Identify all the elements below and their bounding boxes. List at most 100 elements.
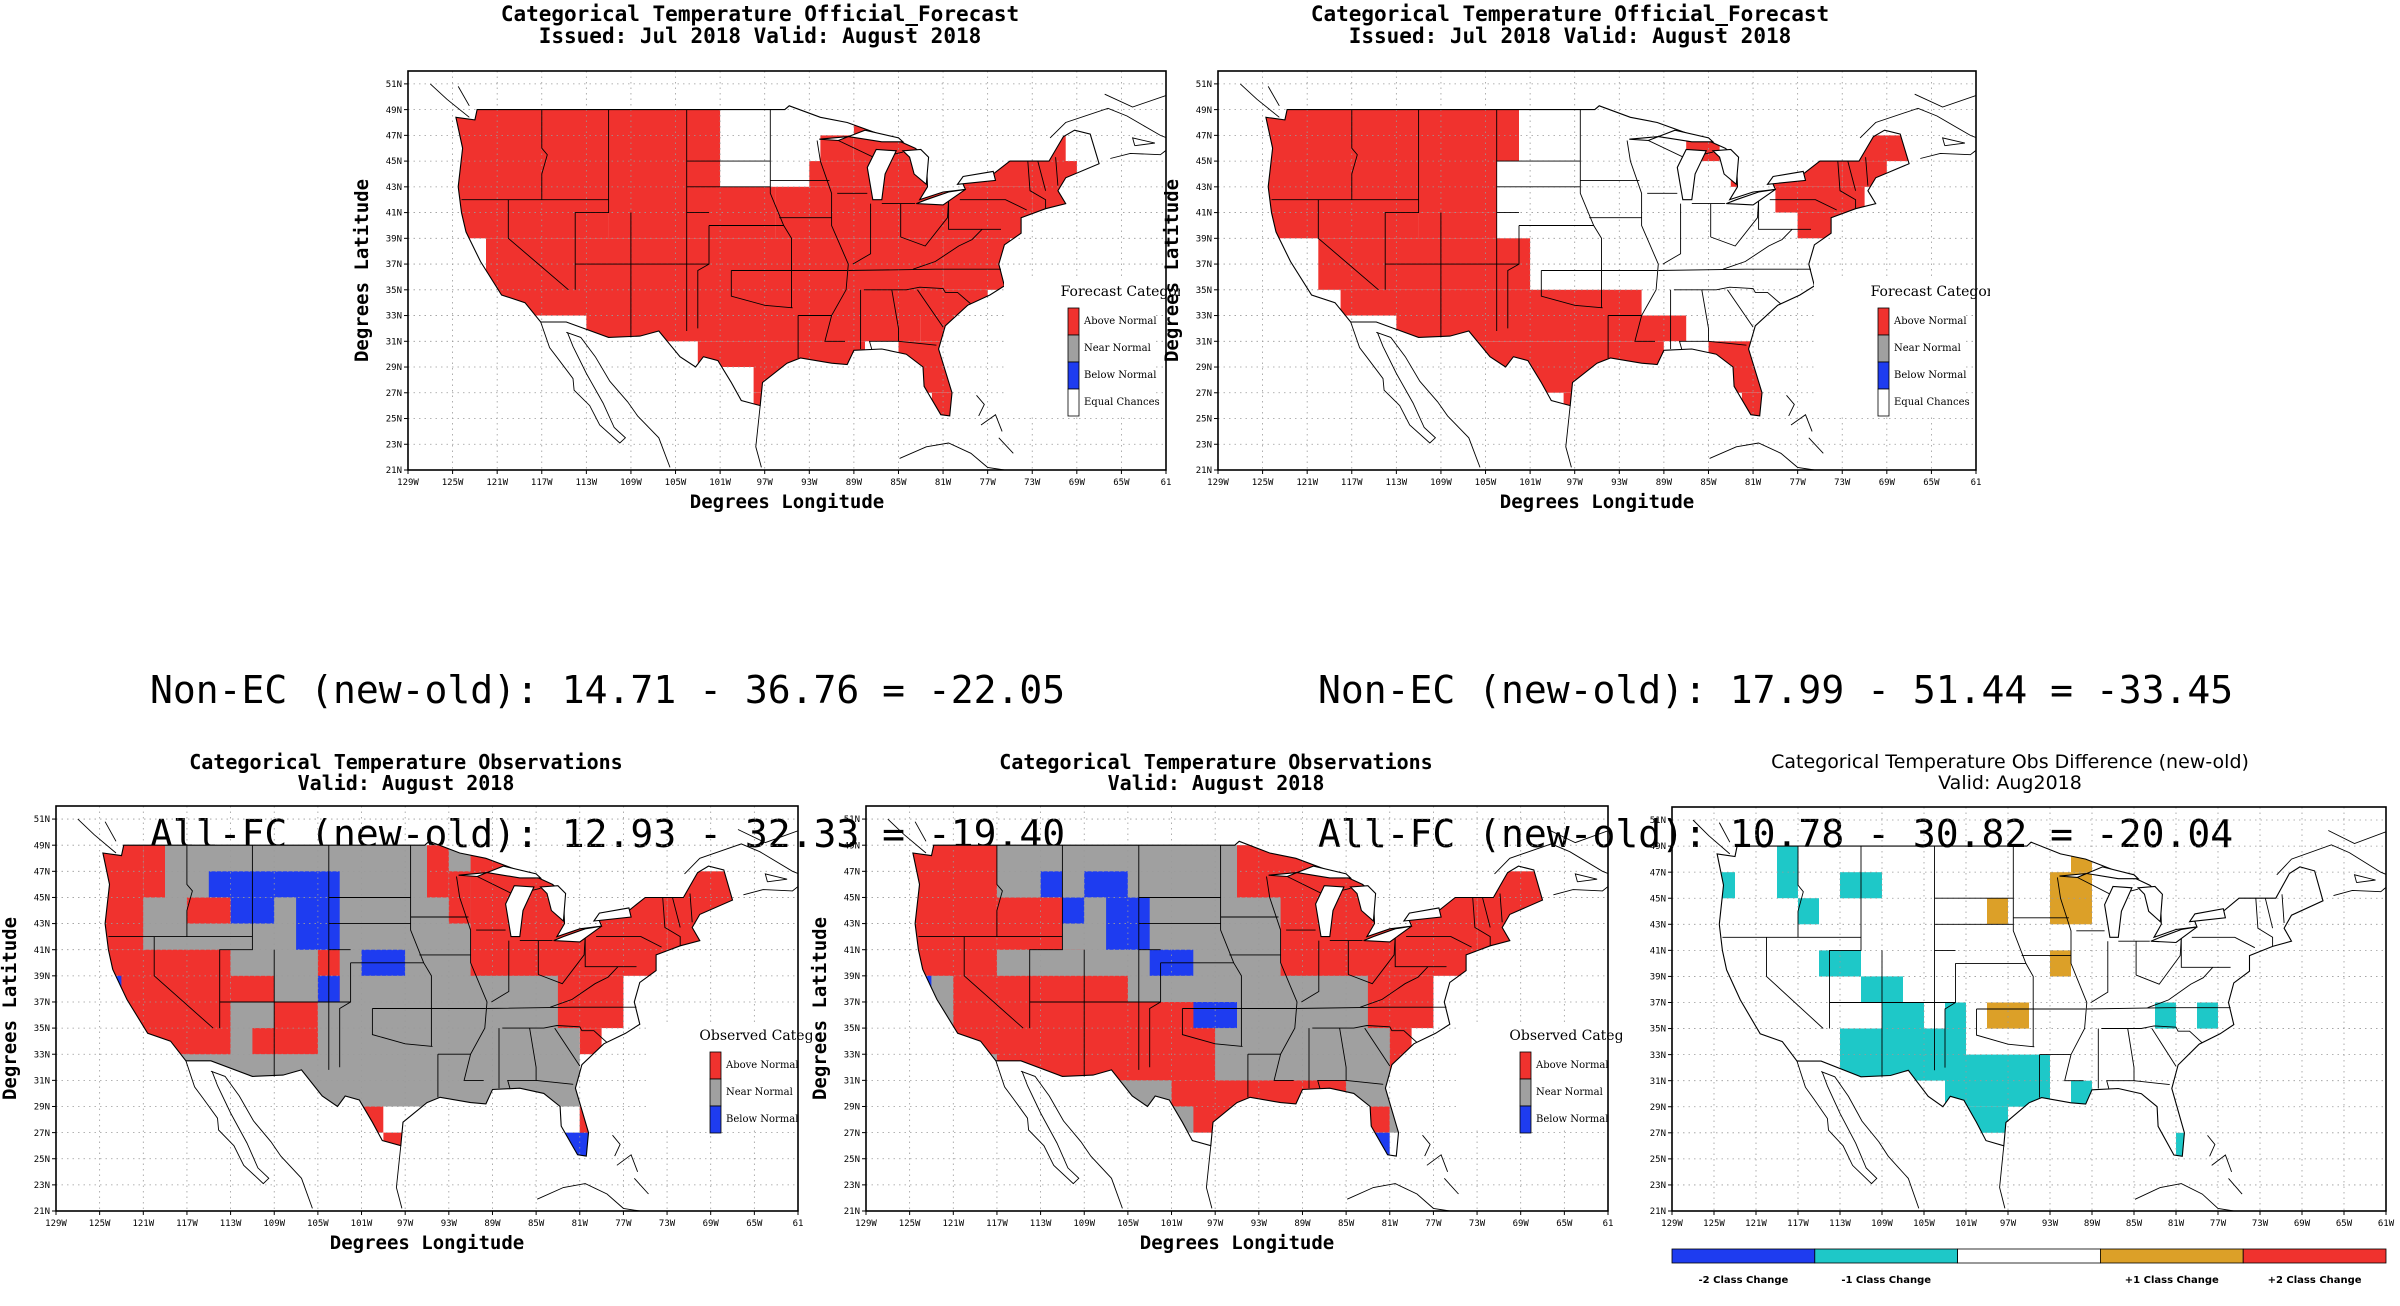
lat-tick-label: 39N [386, 234, 402, 244]
state-border [1029, 845, 1063, 1029]
state-border [1710, 199, 1760, 247]
legend-swatch [1067, 361, 1080, 390]
lon-tick-label: 113W [1386, 478, 1408, 488]
state-border [186, 845, 193, 937]
colorbar-segment [1671, 1248, 1816, 1264]
great-lake [1349, 885, 1377, 923]
lat-tick-label: 49N [386, 106, 402, 116]
coastline [1709, 442, 1815, 470]
coastline [1565, 405, 1572, 468]
lat-tick-label: 23N [386, 440, 402, 450]
great-lake [866, 148, 898, 201]
lat-tick-label: 29N [844, 1103, 860, 1113]
legend-label: Above Normal [725, 1060, 799, 1071]
state-border [1266, 876, 1298, 1081]
state-border [1472, 897, 1491, 946]
lon-tick-label: 77W [980, 478, 997, 488]
legend-swatch [1877, 361, 1890, 390]
lon-tick-label: 93W [1611, 478, 1628, 488]
lon-tick-label: 61 [1161, 478, 1172, 488]
grid-cell [361, 1106, 384, 1133]
grid-cell [427, 845, 449, 898]
legend-swatch [1067, 388, 1080, 417]
stats-right: Non-EC (new-old): 17.99 - 51.44 = -33.45… [1318, 570, 2233, 906]
great-lake [2059, 866, 2140, 880]
lon-tick-label: 121W [486, 478, 508, 488]
difference-title-line2: Valid: Aug2018 [1938, 772, 2082, 794]
lon-tick-label: 73W [2252, 1219, 2269, 1229]
lon-tick-label: 89W [846, 478, 863, 488]
lon-tick-label: 81W [572, 1219, 589, 1229]
grid-cell [1032, 161, 1077, 213]
map-frame [1217, 70, 1977, 471]
grid-cell [1396, 315, 1687, 342]
lat-tick-label: 39N [1196, 234, 1212, 244]
lat-tick-label: 41N [386, 209, 402, 219]
difference-map-panel: Categorical Temperature Obs Difference (… [1620, 752, 2400, 1292]
lon-tick-label: 129W [45, 1219, 67, 1229]
lat-tick-label: 23N [844, 1181, 860, 1191]
coastline [1347, 1183, 1450, 1211]
difference-map: 129W 125W 121W 117W 113W 109W 105W 101W 97W 93W 89… [1650, 806, 2395, 1286]
forecast-map-panel-new: Categorical Temperature Official_Forecas… [1150, 4, 1990, 524]
state-border [1658, 268, 1811, 271]
forecast-map-old: 129W 125W 121W 117W 113W 109W 105W 101W 97W 93W 89… [351, 70, 1180, 513]
lat-tick-label: 37N [34, 998, 50, 1008]
legend-swatch [1519, 1105, 1532, 1134]
lon-tick-label: 85W [1338, 1219, 1355, 1229]
lat-tick-label: 47N [844, 867, 860, 877]
state-border [2151, 1028, 2177, 1067]
state-border [816, 140, 849, 342]
state-border [959, 199, 1027, 211]
state-border [996, 845, 1003, 937]
stats-left-nonec: Non-EC (new-old): 14.71 - 36.76 = -22.05 [150, 668, 1066, 712]
state-border [410, 845, 432, 1047]
lon-tick-label: 77W [1425, 1219, 1442, 1229]
grid-cell [2176, 1132, 2197, 1157]
colorbar-segment [1957, 1248, 2101, 1264]
state-border [554, 1027, 581, 1067]
state-border [1360, 966, 1429, 1008]
grid-cell [2050, 950, 2071, 977]
colorbar-segment [2099, 1248, 2244, 1264]
state-border [1626, 140, 1659, 342]
lat-tick-label: 51N [1196, 80, 1212, 90]
category-cells [1717, 846, 2218, 1157]
lon-tick-label: 61W [2378, 1219, 2395, 1229]
lon-tick-label: 105W [1117, 1219, 1139, 1229]
grid-cell [931, 392, 966, 416]
state-border [1296, 1006, 1447, 1009]
state-border [491, 940, 510, 1003]
legend-swatch [1519, 1051, 1532, 1080]
state-border [1829, 846, 1862, 1029]
state-border [1027, 161, 1047, 209]
state-border [863, 286, 972, 305]
state-border [2135, 937, 2182, 985]
category-cells [455, 109, 1077, 416]
state-border [963, 936, 1024, 1029]
lon-tick-label: 89W [1294, 1219, 1311, 1229]
great-lake [592, 907, 632, 922]
state-border [2281, 894, 2285, 924]
coastline [2276, 844, 2386, 897]
lat-tick-label: 33N [386, 312, 402, 322]
lat-tick-label: 35N [1650, 1025, 1666, 1035]
map-frame [865, 805, 1609, 1212]
lon-tick-label: 61 [1971, 478, 1982, 488]
lat-tick-label: 31N [386, 337, 402, 347]
state-border [584, 936, 637, 968]
lon-tick-label: 109W [1871, 1219, 1893, 1229]
lon-tick-label: 101W [351, 1219, 373, 1229]
lat-tick-label: 27N [1650, 1129, 1666, 1139]
grid-cell [1945, 1002, 1966, 1029]
coastline [2385, 878, 2386, 879]
coastline [2211, 1154, 2233, 1173]
state-border [1364, 1027, 1391, 1067]
grid-cell [667, 871, 733, 950]
coastline [1808, 437, 1824, 454]
forecast-map-new: 129W 125W 121W 117W 113W 109W 105W 101W 97W 93W 89… [1161, 70, 1990, 513]
lat-tick-label: 51N [34, 815, 50, 825]
coastline [2207, 1135, 2216, 1157]
state-border [1673, 286, 1782, 305]
lat-tick-label: 33N [1650, 1051, 1666, 1061]
